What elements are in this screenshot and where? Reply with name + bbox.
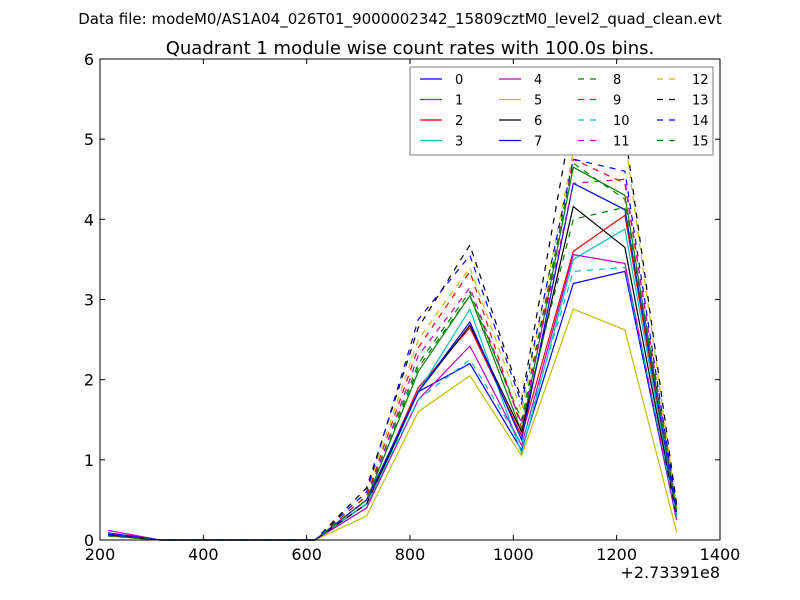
legend-label-13: 13	[692, 94, 709, 109]
legend-label-4: 4	[534, 73, 542, 88]
series-line-13	[108, 110, 678, 541]
series-line-9	[108, 158, 678, 541]
legend-label-1: 1	[455, 94, 463, 109]
series-line-15	[108, 162, 678, 541]
series-line-2	[108, 214, 678, 541]
legend-label-12: 12	[692, 73, 709, 88]
y-tick-label: 6	[84, 50, 94, 69]
series-line-0	[108, 270, 678, 541]
chart-title: Quadrant 1 module wise count rates with …	[166, 38, 655, 59]
legend-label-7: 7	[534, 135, 542, 150]
x-tick-label: 800	[395, 545, 426, 564]
series-line-6	[108, 205, 678, 541]
legend-label-3: 3	[455, 135, 463, 150]
y-tick-label: 5	[84, 130, 94, 149]
series-line-14	[108, 158, 678, 541]
legend-label-15: 15	[692, 135, 709, 150]
series-line-10	[108, 266, 678, 541]
x-tick-label: 1000	[493, 545, 534, 564]
legend-label-6: 6	[534, 114, 542, 129]
x-tick-label: 400	[188, 545, 219, 564]
series-line-1	[108, 166, 678, 541]
x-tick-label: 600	[291, 545, 322, 564]
chart-suptitle: Data file: modeM0/AS1A04_026T01_90000023…	[78, 10, 722, 29]
series-line-8	[108, 206, 678, 541]
series-line-7	[108, 182, 678, 541]
legend-label-14: 14	[692, 114, 709, 129]
legend-label-10: 10	[613, 114, 630, 129]
series-line-11	[108, 178, 678, 541]
legend-label-2: 2	[455, 114, 463, 129]
series-line-12	[108, 138, 678, 541]
x-offset-label: +2.73391e8	[620, 563, 720, 582]
plot-lines	[108, 110, 678, 541]
x-tick-label: 1400	[700, 545, 741, 564]
legend-label-8: 8	[613, 73, 621, 88]
legend-label-11: 11	[613, 135, 630, 150]
series-line-4	[108, 253, 678, 541]
y-tick-label: 2	[84, 371, 94, 390]
series-line-3	[108, 228, 678, 541]
legend-label-9: 9	[613, 94, 621, 109]
x-tick-label: 1200	[596, 545, 637, 564]
x-tick-label: 200	[85, 545, 116, 564]
legend-label-0: 0	[455, 73, 463, 88]
y-tick-label: 0	[84, 531, 94, 550]
y-tick-label: 3	[84, 291, 94, 310]
legend-label-5: 5	[534, 94, 542, 109]
series-line-5	[108, 308, 678, 541]
y-tick-label: 4	[84, 210, 94, 229]
y-tick-label: 1	[84, 451, 94, 470]
